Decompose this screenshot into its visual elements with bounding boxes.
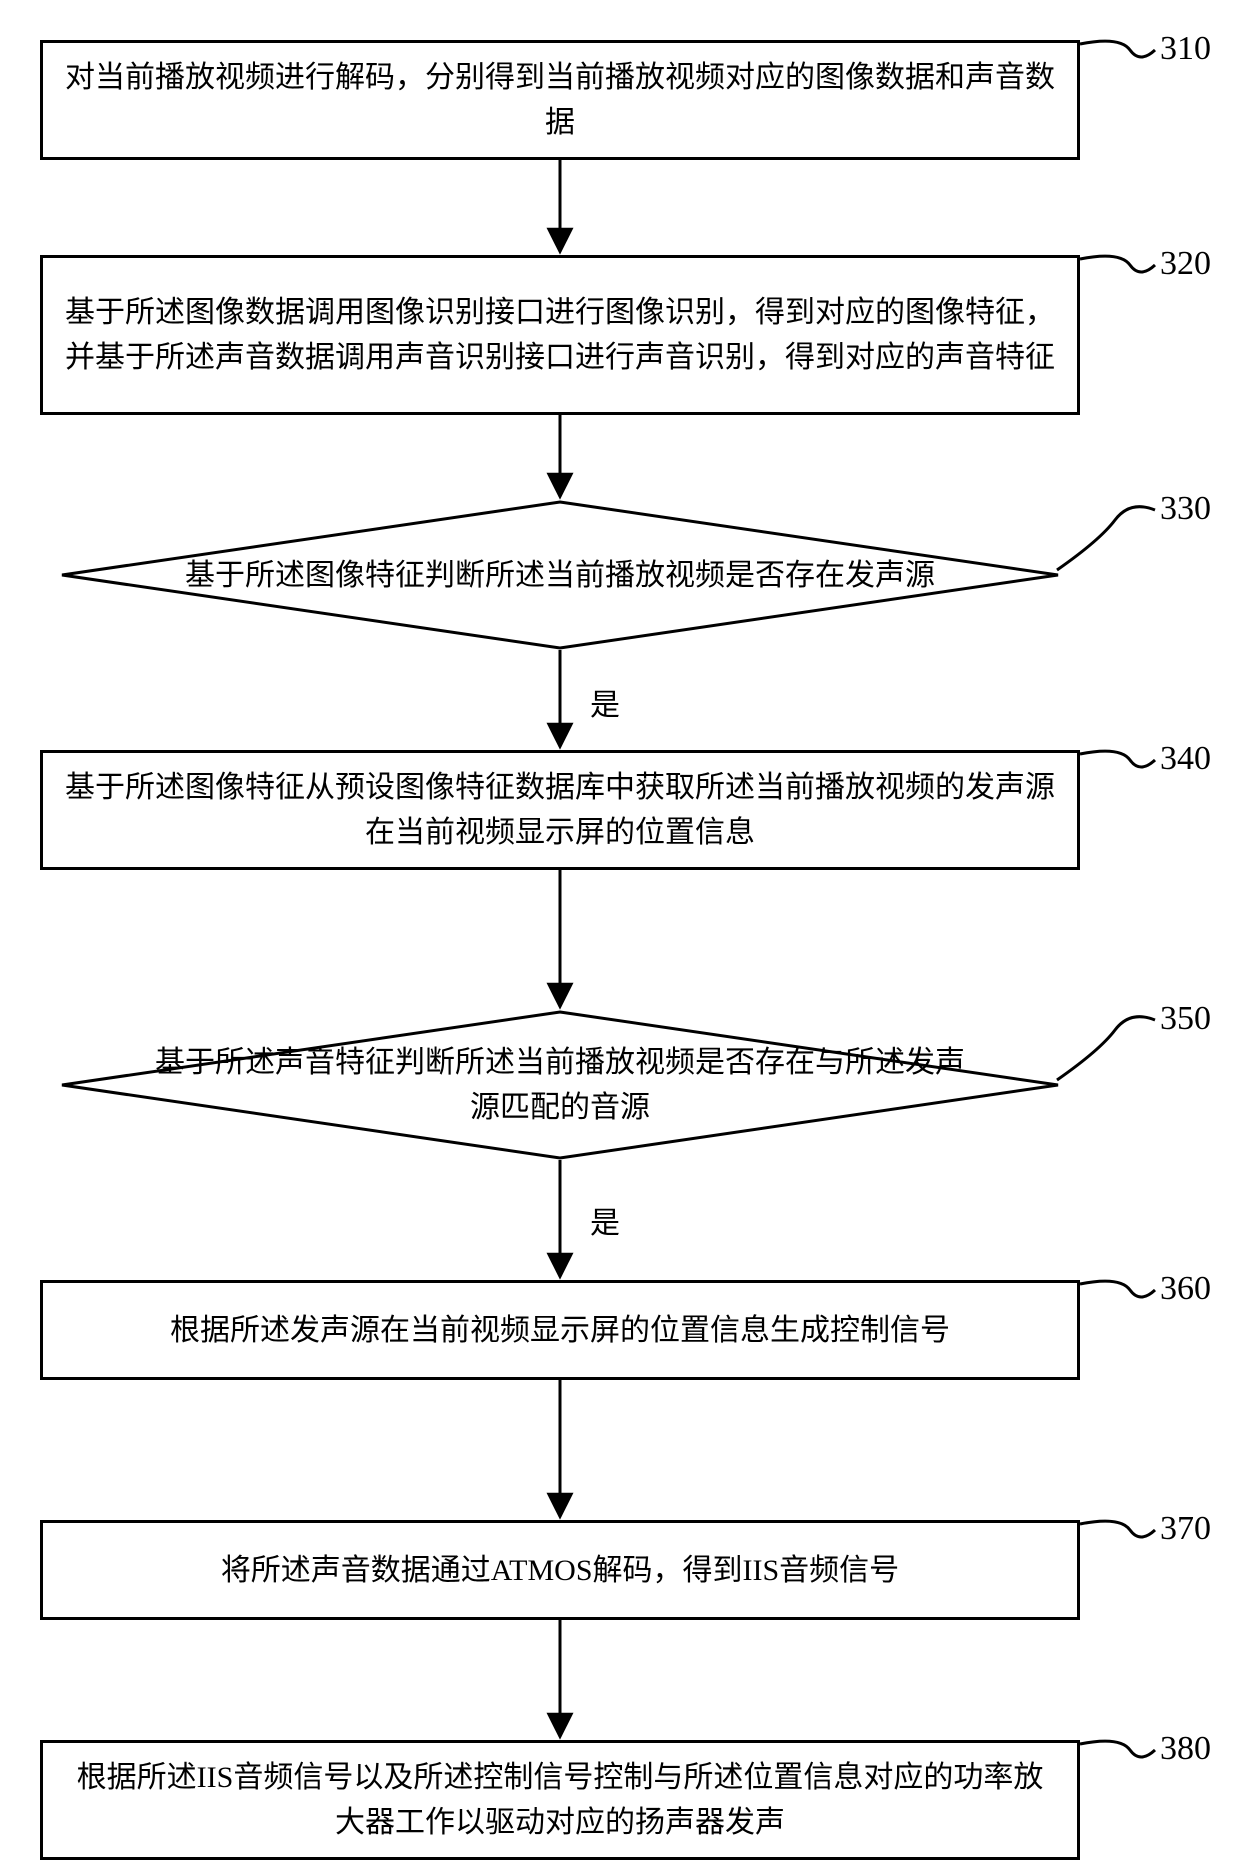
callout-370 [1080, 1521, 1155, 1537]
ref-label-380: 380 [1160, 1730, 1211, 1768]
decision-330: 基于所述图像特征判断所述当前播放视频是否存在发声源 [60, 500, 1060, 650]
step-310-text: 对当前播放视频进行解码，分别得到当前播放视频对应的图像数据和声音数据 [63, 55, 1057, 145]
step-380: 根据所述IIS音频信号以及所述控制信号控制与所述位置信息对应的功率放大器工作以驱… [40, 1740, 1080, 1860]
ref-label-360: 360 [1160, 1270, 1211, 1308]
callout-380 [1080, 1741, 1155, 1757]
step-320: 基于所述图像数据调用图像识别接口进行图像识别，得到对应的图像特征，并基于所述声音… [40, 255, 1080, 415]
callout-310 [1080, 41, 1155, 57]
decision-330-text: 基于所述图像特征判断所述当前播放视频是否存在发声源 [185, 553, 935, 598]
edge-label-330-yes: 是 [590, 680, 620, 724]
step-380-text: 根据所述IIS音频信号以及所述控制信号控制与所述位置信息对应的功率放大器工作以驱… [63, 1755, 1057, 1845]
step-370-text: 将所述声音数据通过ATMOS解码，得到IIS音频信号 [221, 1548, 899, 1593]
step-340: 基于所述图像特征从预设图像特征数据库中获取所述当前播放视频的发声源在当前视频显示… [40, 750, 1080, 870]
ref-label-310: 310 [1160, 30, 1211, 68]
ref-label-330: 330 [1160, 490, 1211, 528]
ref-label-340: 340 [1160, 740, 1211, 778]
step-320-text: 基于所述图像数据调用图像识别接口进行图像识别，得到对应的图像特征，并基于所述声音… [63, 290, 1057, 380]
decision-350-text: 基于所述声音特征判断所述当前播放视频是否存在与所述发声源匹配的音源 [150, 1040, 970, 1130]
ref-label-350: 350 [1160, 1000, 1211, 1038]
ref-label-320: 320 [1160, 245, 1211, 283]
step-370: 将所述声音数据通过ATMOS解码，得到IIS音频信号 [40, 1520, 1080, 1620]
callout-330 [1057, 507, 1155, 570]
flowchart-canvas: 对当前播放视频进行解码，分别得到当前播放视频对应的图像数据和声音数据 基于所述图… [0, 0, 1240, 1875]
callout-320 [1080, 256, 1155, 272]
step-340-text: 基于所述图像特征从预设图像特征数据库中获取所述当前播放视频的发声源在当前视频显示… [63, 765, 1057, 855]
step-310: 对当前播放视频进行解码，分别得到当前播放视频对应的图像数据和声音数据 [40, 40, 1080, 160]
callout-350 [1057, 1017, 1155, 1080]
ref-label-370: 370 [1160, 1510, 1211, 1548]
edge-label-350-yes: 是 [590, 1198, 620, 1242]
decision-350: 基于所述声音特征判断所述当前播放视频是否存在与所述发声源匹配的音源 [60, 1010, 1060, 1160]
step-360: 根据所述发声源在当前视频显示屏的位置信息生成控制信号 [40, 1280, 1080, 1380]
callout-340 [1080, 751, 1155, 767]
callout-360 [1080, 1281, 1155, 1297]
step-360-text: 根据所述发声源在当前视频显示屏的位置信息生成控制信号 [170, 1308, 950, 1353]
